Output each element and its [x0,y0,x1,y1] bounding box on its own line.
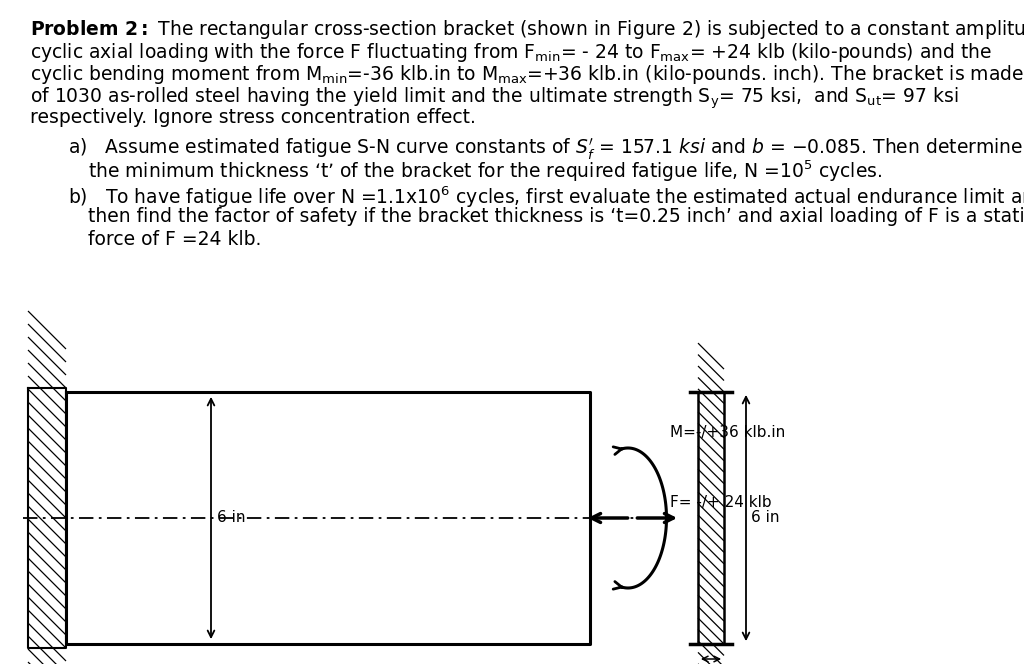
Text: $\mathbf{Problem\ 2:}$ The rectangular cross-section bracket (shown in Figure 2): $\mathbf{Problem\ 2:}$ The rectangular c… [30,18,1024,41]
Text: respectively. Ignore stress concentration effect.: respectively. Ignore stress concentratio… [30,108,476,127]
Text: a)   Assume estimated fatigue S-N curve constants of $S_f^{\prime}$ = 157.1 $ksi: a) Assume estimated fatigue S-N curve co… [68,136,1023,161]
Text: the minimum thickness ‘t’ of the bracket for the required fatigue life, N =10$^5: the minimum thickness ‘t’ of the bracket… [88,159,883,184]
Text: 6 in: 6 in [217,511,246,525]
Text: cyclic axial loading with the force F fluctuating from $\mathrm{F_{min}}$= - 24 : cyclic axial loading with the force F fl… [30,41,992,64]
Text: 6 in: 6 in [751,511,779,525]
Text: force of F =24 klb.: force of F =24 klb. [88,230,261,249]
Text: cyclic bending moment from $\mathrm{M_{min}}$=-36 klb.in to $\mathrm{M_{max}}$=+: cyclic bending moment from $\mathrm{M_{m… [30,63,1024,86]
Text: M=-/+36 klb.in: M=-/+36 klb.in [670,425,785,440]
Text: F= -/+ 24 klb: F= -/+ 24 klb [670,495,772,510]
Text: then find the factor of safety if the bracket thickness is ‘t=0.25 inch’ and axi: then find the factor of safety if the br… [88,207,1024,226]
Text: b)   To have fatigue life over N =1.1x10$^6$ cycles, first evaluate the estimate: b) To have fatigue life over N =1.1x10$^… [68,185,1024,210]
Text: of 1030 as-rolled steel having the yield limit and the ultimate strength $\mathr: of 1030 as-rolled steel having the yield… [30,86,958,111]
